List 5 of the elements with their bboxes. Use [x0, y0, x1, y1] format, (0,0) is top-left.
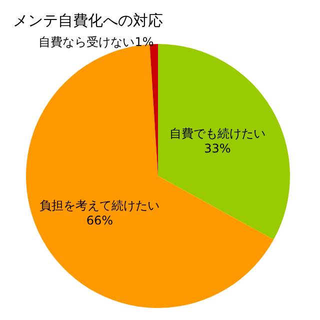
slice-label: 負担を考えて続けたい: [40, 198, 160, 212]
data-label: 33%: [204, 141, 231, 156]
chart-title: メンテ自費化への対応: [13, 12, 163, 30]
data-label: 66%: [86, 213, 114, 228]
slice-label: 自費でも続けたい: [169, 126, 266, 140]
